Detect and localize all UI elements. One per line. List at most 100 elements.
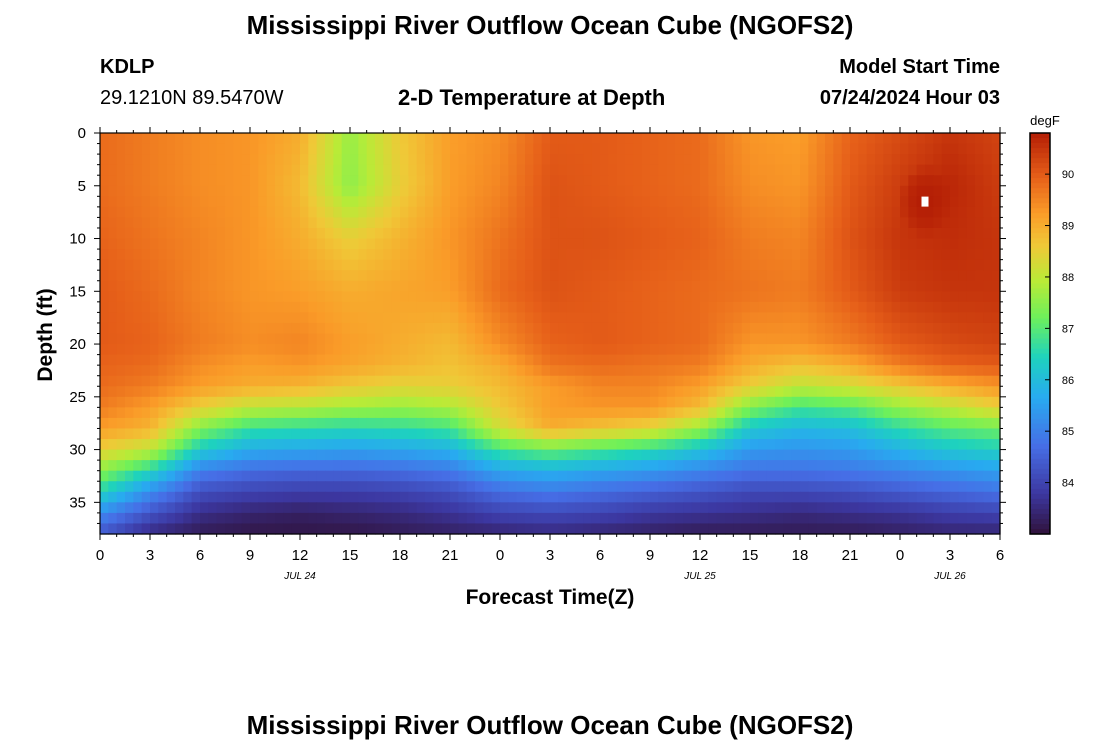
heatmap-cell bbox=[616, 238, 626, 250]
heatmap-cell bbox=[991, 196, 1001, 208]
heatmap-cell bbox=[316, 217, 326, 229]
heatmap-cell bbox=[766, 481, 776, 493]
heatmap-cell bbox=[775, 449, 784, 461]
heatmap-cell bbox=[308, 322, 318, 335]
colorbar-swatch bbox=[1030, 393, 1050, 400]
heatmap-cell bbox=[591, 333, 601, 345]
heatmap-cell bbox=[116, 322, 126, 335]
heatmap-cell bbox=[108, 301, 118, 313]
heatmap-cell bbox=[116, 333, 126, 345]
heatmap-cell bbox=[916, 417, 926, 430]
heatmap-cell bbox=[125, 365, 134, 377]
heatmap-cell bbox=[866, 365, 876, 377]
heatmap-cell bbox=[158, 417, 168, 430]
heatmap-cell bbox=[225, 354, 234, 366]
heatmap-cell bbox=[641, 333, 651, 345]
heatmap-cell bbox=[250, 143, 259, 155]
heatmap-cell bbox=[533, 354, 543, 366]
heatmap-cell bbox=[300, 491, 309, 503]
heatmap-cell bbox=[358, 270, 368, 282]
heatmap-cell bbox=[816, 280, 826, 292]
heatmap-cell bbox=[191, 164, 201, 176]
heatmap-cell bbox=[300, 301, 309, 313]
heatmap-cell bbox=[533, 291, 543, 303]
heatmap-cell bbox=[241, 154, 251, 166]
heatmap-cell bbox=[516, 133, 526, 145]
heatmap-cell bbox=[741, 175, 751, 187]
heatmap-cell bbox=[508, 428, 518, 440]
heatmap-cell bbox=[883, 238, 893, 250]
heatmap-cell bbox=[841, 227, 851, 240]
heatmap-cell bbox=[450, 417, 459, 430]
heatmap-cell bbox=[341, 460, 351, 472]
heatmap-cell bbox=[683, 439, 693, 451]
heatmap-cell bbox=[858, 227, 868, 240]
heatmap-cell bbox=[383, 428, 393, 440]
y-tick-label: 35 bbox=[69, 494, 86, 511]
heatmap-cell bbox=[333, 470, 343, 482]
heatmap-cell bbox=[283, 491, 293, 503]
heatmap-cell bbox=[783, 417, 793, 430]
heatmap-cell bbox=[616, 312, 626, 324]
heatmap-cell bbox=[283, 270, 293, 282]
heatmap-cell bbox=[641, 154, 651, 166]
heatmap-cell bbox=[708, 460, 718, 472]
heatmap-cell bbox=[366, 238, 376, 250]
heatmap-cell bbox=[150, 238, 159, 250]
heatmap-cell bbox=[383, 375, 393, 387]
heatmap-cell bbox=[166, 217, 176, 229]
heatmap-cell bbox=[841, 164, 851, 176]
heatmap-cell bbox=[433, 491, 443, 503]
heatmap-cell bbox=[125, 301, 134, 313]
heatmap-cell bbox=[391, 143, 401, 155]
heatmap-cell bbox=[608, 175, 618, 187]
heatmap-cell bbox=[866, 460, 876, 472]
heatmap-cell bbox=[133, 439, 143, 451]
heatmap-cell bbox=[783, 333, 793, 345]
heatmap-cell bbox=[316, 227, 326, 240]
heatmap-cell bbox=[850, 322, 859, 335]
heatmap-cell bbox=[683, 280, 693, 292]
heatmap-cell bbox=[783, 133, 793, 145]
heatmap-cell bbox=[775, 217, 784, 229]
heatmap-cell bbox=[550, 523, 559, 535]
heatmap-cell bbox=[700, 523, 709, 535]
heatmap-cell bbox=[158, 164, 168, 176]
heatmap-cell bbox=[241, 227, 251, 240]
heatmap-cell bbox=[333, 322, 343, 335]
heatmap-cell bbox=[400, 143, 409, 155]
heatmap-cell bbox=[150, 365, 159, 377]
heatmap-cell bbox=[450, 428, 459, 440]
heatmap-cell bbox=[783, 512, 793, 525]
heatmap-cell bbox=[341, 270, 351, 282]
heatmap-cell bbox=[608, 491, 618, 503]
heatmap-cell bbox=[383, 280, 393, 292]
heatmap-cell bbox=[316, 259, 326, 271]
heatmap-cell bbox=[458, 154, 468, 166]
heatmap-cell bbox=[733, 270, 743, 282]
heatmap-cell bbox=[566, 407, 576, 419]
heatmap-cell bbox=[658, 407, 668, 419]
heatmap-cell bbox=[216, 312, 226, 324]
heatmap-cell bbox=[283, 386, 293, 398]
heatmap-cell bbox=[258, 407, 268, 419]
heatmap-cell bbox=[341, 449, 351, 461]
heatmap-cell bbox=[941, 291, 951, 303]
heatmap-cell bbox=[508, 523, 518, 535]
heatmap-cell bbox=[316, 175, 326, 187]
heatmap-cell bbox=[333, 164, 343, 176]
heatmap-cell bbox=[675, 449, 684, 461]
heatmap-cell bbox=[958, 428, 968, 440]
heatmap-cell bbox=[366, 206, 376, 219]
heatmap-cell bbox=[483, 523, 493, 535]
heatmap-cell bbox=[450, 164, 459, 176]
heatmap-cell bbox=[333, 502, 343, 514]
heatmap-cell bbox=[791, 365, 801, 377]
heatmap-cell bbox=[775, 523, 784, 535]
heatmap-cell bbox=[150, 280, 159, 292]
heatmap-cell bbox=[641, 354, 651, 366]
colorbar-swatch bbox=[1030, 353, 1050, 360]
heatmap-cell bbox=[558, 375, 568, 387]
heatmap-cell bbox=[350, 417, 359, 430]
heatmap-cell bbox=[941, 344, 951, 356]
